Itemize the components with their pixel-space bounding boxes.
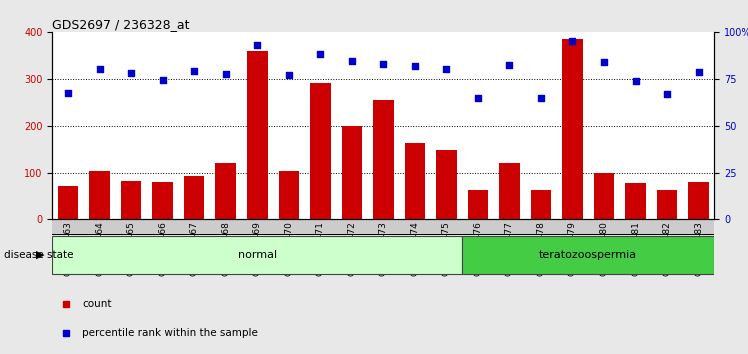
Text: percentile rank within the sample: percentile rank within the sample xyxy=(82,328,258,338)
Bar xyxy=(436,150,456,219)
Point xyxy=(503,62,515,68)
Point xyxy=(377,61,389,67)
Bar xyxy=(688,182,709,219)
Point xyxy=(566,38,578,44)
Bar xyxy=(310,84,331,219)
Point xyxy=(409,63,421,68)
Bar xyxy=(468,190,488,219)
Point xyxy=(630,78,642,84)
Bar xyxy=(531,190,551,219)
Point xyxy=(62,90,74,96)
Bar xyxy=(625,183,646,219)
Bar xyxy=(342,126,362,219)
Point xyxy=(220,71,232,77)
Point xyxy=(314,52,326,57)
Text: teratozoospermia: teratozoospermia xyxy=(539,250,637,260)
Bar xyxy=(462,236,714,274)
Bar xyxy=(247,51,268,219)
Text: disease state: disease state xyxy=(4,250,73,260)
Point xyxy=(693,69,705,75)
Bar xyxy=(657,190,677,219)
Text: normal: normal xyxy=(238,250,277,260)
Point xyxy=(283,72,295,78)
Bar xyxy=(153,182,173,219)
Bar xyxy=(90,171,110,219)
Text: count: count xyxy=(82,299,111,309)
Bar xyxy=(499,163,520,219)
Point xyxy=(598,59,610,65)
Bar xyxy=(215,163,236,219)
Text: GDS2697 / 236328_at: GDS2697 / 236328_at xyxy=(52,18,190,31)
Point xyxy=(661,91,673,97)
Bar xyxy=(278,171,299,219)
Point xyxy=(441,67,453,72)
Point xyxy=(472,96,484,101)
Bar xyxy=(58,186,79,219)
Bar xyxy=(562,39,583,219)
Text: ▶: ▶ xyxy=(37,250,45,260)
Bar xyxy=(184,176,204,219)
Point xyxy=(188,68,200,74)
Point xyxy=(156,77,168,82)
Bar xyxy=(405,143,425,219)
Bar xyxy=(594,172,614,219)
Point xyxy=(251,42,263,48)
Bar xyxy=(121,181,141,219)
Bar xyxy=(373,100,393,219)
Point xyxy=(94,67,105,72)
Point xyxy=(346,58,358,64)
Point xyxy=(125,70,137,76)
Point xyxy=(535,95,547,101)
Bar xyxy=(52,236,462,274)
